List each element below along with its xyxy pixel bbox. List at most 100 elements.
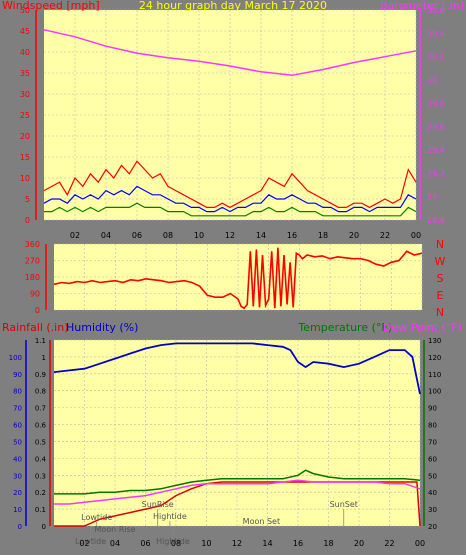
barometer-tick-label: 29.2: [427, 169, 445, 178]
temperature-axis-label: Temperature (°F): [297, 321, 392, 334]
humidity-x-tick-label: 12: [232, 539, 242, 548]
wind-x-tick-label: 12: [225, 231, 235, 240]
humidity-tick-label: 90: [13, 371, 22, 379]
wind-tick-label: 5: [25, 195, 30, 204]
temperature-tick-label: 20: [428, 523, 437, 531]
humidity-x-tick-label: 14: [262, 539, 272, 548]
astro-annotation-label: Lowtide: [75, 537, 106, 546]
humidity-x-tick-label: 02: [79, 539, 89, 548]
humidity-temp-series: [53, 342, 421, 527]
humidity-x-tick-label: 00: [415, 539, 425, 548]
rain-tick-label: 0.7: [35, 405, 46, 413]
rain-tick-label: 1: [42, 354, 46, 362]
temperature-tick-label: 80: [428, 422, 437, 430]
wind-x-tick-label: 20: [349, 231, 359, 240]
wind-x-tick-label: 06: [132, 231, 142, 240]
wind-tick-label: 35: [20, 69, 30, 78]
direction-tick-label: 270: [25, 257, 40, 266]
barometer-axis-label: Barometer [.in]: [380, 0, 464, 12]
humidity-tick-label: 70: [13, 405, 22, 413]
wind-tick-label: 10: [20, 174, 30, 183]
barometer-series: [43, 29, 417, 77]
rain-tick-label: 0.3: [35, 472, 46, 480]
humidity-x-tick-label: 08: [171, 539, 181, 548]
temperature-tick-label: 40: [428, 489, 437, 497]
astro-annotation-label: Moon Set: [243, 517, 280, 526]
compass-label: W: [435, 255, 446, 268]
humidity-x-tick-label: 04: [110, 539, 120, 548]
temperature-tick-label: 50: [428, 472, 437, 480]
rainfall-axis-label: Rainfall (.in): [2, 321, 69, 334]
humidity-tick-label: 100: [9, 354, 22, 362]
astro-annotation-label: SunSet: [330, 500, 358, 509]
temperature-tick-label: 120: [428, 354, 441, 362]
direction-line: [53, 247, 423, 310]
humidity-x-tick-label: 22: [384, 539, 394, 548]
wind-tick-label: 0: [25, 216, 30, 225]
wind-x-tick-label: 08: [163, 231, 173, 240]
wind-tick-label: 40: [20, 48, 30, 57]
astro-annotation-label: Hightide: [156, 537, 190, 546]
temperature-tick-label: 110: [428, 371, 441, 379]
direction-grid: [54, 243, 423, 311]
rain-tick-label: 0.2: [35, 489, 46, 497]
astro-annotation-label: Hightide: [153, 512, 187, 521]
humidity-tick-label: 60: [13, 422, 22, 430]
temperature-tick-label: 30: [428, 506, 437, 514]
wind-x-tick-label: 22: [380, 231, 390, 240]
astro-annotation-label: Moon Rise: [94, 525, 135, 534]
rain-tick-label: 0.9: [35, 371, 46, 379]
wind-x-tick-label: 10: [194, 231, 204, 240]
barometer-tick-label: 29.6: [427, 123, 445, 132]
chart-title: 24 hour graph day March 17 2020: [139, 0, 327, 12]
temperature-tick-label: 90: [428, 405, 437, 413]
compass-label: N: [436, 238, 444, 251]
temperature-line: [54, 469, 421, 495]
barometer-tick-label: 30.6: [427, 6, 445, 15]
temperature-tick-label: 60: [428, 455, 437, 463]
wind-lull-line: [44, 202, 417, 217]
compass-label: S: [437, 272, 444, 285]
humidity-grid: [54, 339, 421, 527]
wind-x-tick-label: 14: [256, 231, 266, 240]
direction-tick-label: 0: [35, 306, 40, 315]
humidity-tick-label: 40: [13, 455, 22, 463]
wind-x-tick-label: 00: [411, 231, 421, 240]
dewpoint-line: [54, 479, 421, 505]
barometer-tick-label: 29: [427, 193, 437, 202]
humidity-tick-label: 0: [18, 523, 22, 531]
rain-tick-label: 0: [42, 523, 46, 531]
rain-tick-label: 0.6: [35, 422, 47, 430]
wind-gust-line: [43, 160, 417, 209]
barometer-tick-label: 28.8: [427, 216, 445, 225]
rain-tick-label: 0.8: [35, 388, 46, 396]
wind-x-tick-label: 02: [70, 231, 80, 240]
barometer-tick-label: 30.2: [427, 53, 445, 62]
temperature-tick-label: 100: [428, 388, 441, 396]
direction-tick-label: 180: [25, 273, 40, 282]
temperature-tick-label: 130: [428, 337, 441, 345]
astro-annotation-label: SunRise: [142, 500, 174, 509]
astro-annotation-label: Lowtide: [81, 513, 112, 522]
direction-tick-label: 90: [30, 290, 40, 299]
humidity-tick-label: 30: [13, 472, 22, 480]
rain-tick-label: 0.5: [35, 438, 46, 446]
wind-tick-label: 30: [20, 90, 30, 99]
humidity-tick-label: 20: [13, 489, 22, 497]
wind-x-tick-label: 18: [318, 231, 328, 240]
barometer-tick-label: 30: [427, 76, 437, 85]
wind-grid: [44, 9, 417, 221]
wind-tick-label: 50: [20, 6, 30, 15]
humidity-x-tick-label: 20: [354, 539, 364, 548]
direction-tick-label: 360: [25, 240, 40, 249]
wind-axis-label: Windspeed [mph]: [2, 0, 100, 12]
humidity-tick-label: 80: [13, 388, 22, 396]
rain-tick-label: 0.1: [35, 506, 46, 514]
direction-series: [53, 247, 423, 310]
humidity-tick-label: 10: [13, 506, 22, 514]
compass-label: E: [437, 289, 444, 302]
humidity-x-tick-label: 06: [140, 539, 150, 548]
humidity-line: [53, 342, 421, 395]
